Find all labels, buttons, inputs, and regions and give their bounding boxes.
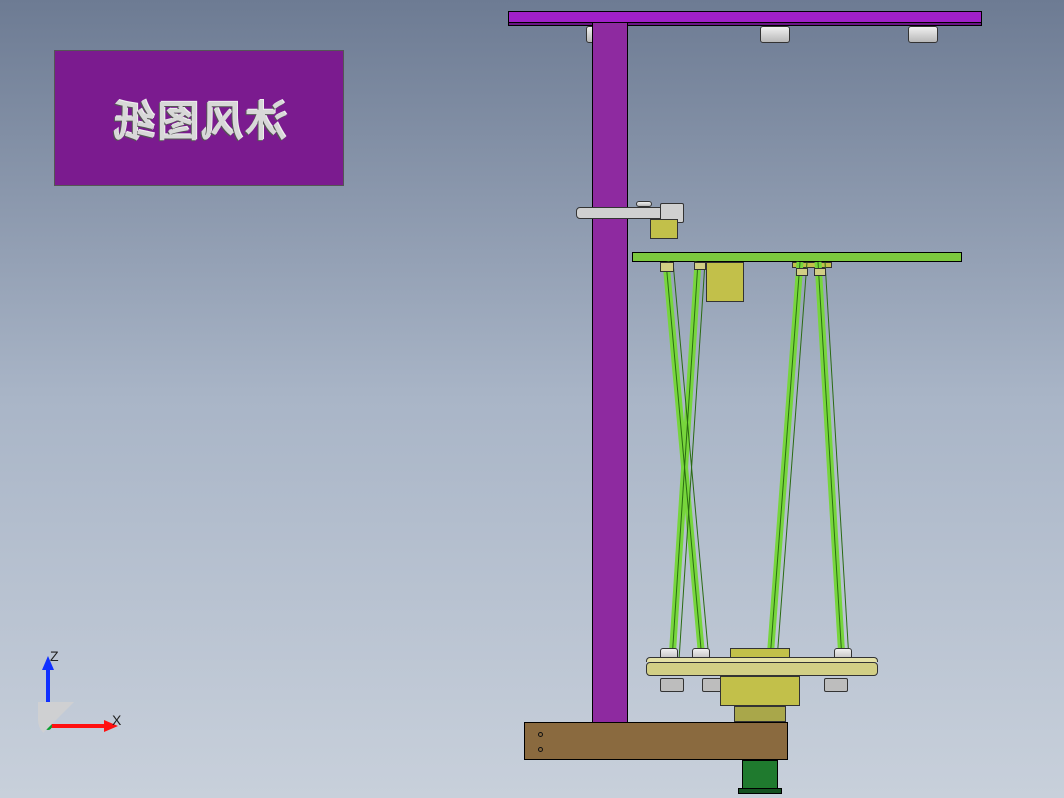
cad-viewport[interactable]: 沐风图纸 [0,0,1064,798]
base-hole-1 [538,732,543,737]
rod-top-cap-4 [814,268,826,276]
green-rods [0,0,1064,798]
base-block [524,722,788,760]
axis-triad[interactable]: Z X [20,654,120,754]
center-hub-mid [720,676,800,706]
bottom-cylinder-cap [738,788,782,794]
base-hole-2 [538,747,543,752]
rod-top-cap-2 [694,262,706,270]
ring-cap-3 [824,678,848,692]
rod-top-cap-1 [660,262,674,272]
rod-top-cap-3 [796,268,808,276]
ring-cap-1 [660,678,684,692]
model-assembly[interactable] [0,0,1064,798]
ring-plate [646,662,878,676]
center-hub-step [734,706,786,722]
bottom-cylinder [742,760,778,790]
axis-x-label: X [112,712,121,728]
axis-z-label: Z [50,648,59,664]
